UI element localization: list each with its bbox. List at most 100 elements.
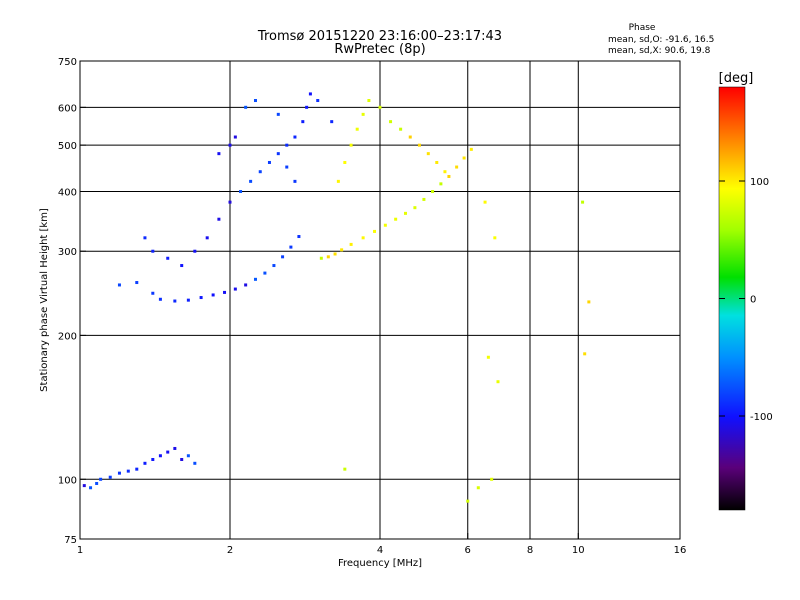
point-x [373, 229, 377, 233]
point-x [399, 127, 403, 131]
grid-lines [80, 61, 680, 539]
y-tick-label: 600 [58, 103, 77, 114]
y-axis: 75 100 200 300 400 500 600 750 [58, 57, 86, 546]
point-x [417, 143, 421, 147]
point-x [443, 170, 447, 174]
point-x [466, 499, 470, 503]
point-x [439, 182, 443, 186]
point-o [281, 255, 285, 259]
point-x [431, 189, 435, 193]
y-tick-label: 100 [58, 475, 77, 486]
point-x [336, 179, 340, 183]
point-o [228, 143, 232, 147]
point-x [426, 152, 430, 156]
point-x [462, 156, 466, 160]
chart-title: Tromsø 20151220 23:16:00–23:17:43 [257, 29, 502, 44]
y-tick-label: 500 [58, 141, 77, 152]
stats-heading: Phase [629, 23, 656, 33]
point-x [581, 200, 585, 204]
point-o [186, 454, 190, 458]
point-x [587, 300, 591, 304]
point-o [244, 283, 248, 287]
point-x [361, 112, 365, 116]
point-o [166, 450, 170, 454]
y-tick-label: 75 [64, 535, 77, 546]
y-tick-label: 200 [58, 331, 77, 342]
point-o [135, 467, 139, 471]
point-o [173, 446, 177, 450]
point-o [249, 179, 253, 183]
point-o [253, 277, 257, 281]
point-o [108, 475, 112, 479]
point-o [158, 297, 162, 301]
point-o [205, 236, 209, 240]
point-o [253, 99, 257, 103]
point-o [166, 256, 170, 260]
x-tick-label: 8 [527, 545, 533, 556]
point-x [455, 165, 459, 169]
point-o [244, 105, 248, 109]
point-o [193, 249, 197, 253]
y-tick-label: 750 [58, 57, 77, 68]
point-x [403, 211, 407, 215]
point-o [308, 92, 312, 96]
point-o [293, 135, 297, 139]
point-o [82, 484, 86, 488]
point-o [151, 291, 155, 295]
point-x [469, 147, 473, 151]
point-o [135, 281, 139, 285]
colorbar-label: [deg] [719, 71, 754, 86]
point-x [486, 355, 490, 359]
point-x [383, 223, 387, 227]
x-tick-label: 2 [227, 545, 233, 556]
point-x [343, 160, 347, 164]
x-tick-label: 10 [572, 545, 585, 556]
point-x [447, 174, 451, 178]
point-o [217, 217, 221, 221]
point-o [276, 112, 280, 116]
point-o [99, 477, 103, 481]
point-o [272, 264, 276, 268]
point-o [297, 235, 301, 239]
point-o [285, 143, 289, 147]
point-x [408, 135, 412, 139]
point-o [199, 296, 203, 300]
point-o [143, 236, 147, 240]
point-x [355, 127, 359, 131]
point-x [435, 160, 439, 164]
x-tick-label: 4 [377, 545, 383, 556]
colorbar-tick-label: 100 [750, 177, 769, 188]
point-o [186, 298, 190, 302]
point-o [117, 283, 121, 287]
point-x [361, 236, 365, 240]
point-o [293, 179, 297, 183]
point-o [217, 152, 221, 156]
point-x [378, 105, 382, 109]
point-x [319, 256, 323, 260]
point-x [496, 380, 500, 384]
stats-x-line: mean, sd,X: 90.6, 19.8 [608, 46, 711, 56]
point-o [239, 189, 243, 193]
data-points [82, 92, 591, 503]
point-o [223, 290, 227, 294]
point-o [126, 469, 130, 473]
point-o [211, 293, 215, 297]
point-x [349, 242, 353, 246]
point-o [180, 264, 184, 268]
point-x [483, 200, 487, 204]
chart-subtitle: RwPretec (8p) [334, 42, 425, 57]
point-o [289, 245, 293, 249]
point-o [276, 152, 280, 156]
y-tick-label: 300 [58, 247, 77, 258]
point-o [228, 200, 232, 204]
point-o [233, 135, 237, 139]
x-axis-label: Frequency [MHz] [338, 558, 422, 569]
point-o [301, 120, 305, 124]
x-axis: 1 2 4 6 8 10 16 [77, 533, 686, 556]
point-x [333, 252, 337, 256]
point-o [158, 454, 162, 458]
stats-o-line: mean, sd,O: -91.6, 16.5 [608, 35, 714, 45]
point-o [117, 471, 121, 475]
point-o [305, 105, 309, 109]
